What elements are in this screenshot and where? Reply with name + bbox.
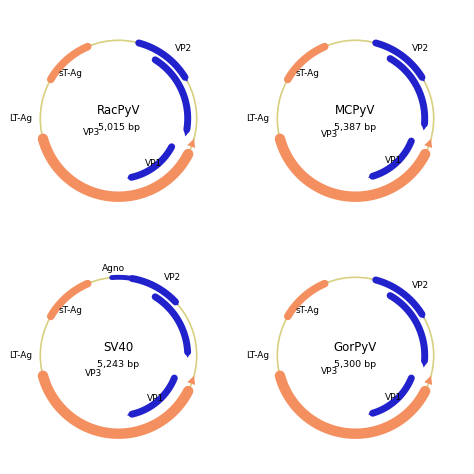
Text: VP1: VP1 (145, 158, 162, 167)
Text: VP3: VP3 (83, 128, 100, 137)
Text: sT-Ag: sT-Ag (296, 306, 320, 315)
Text: sT-Ag: sT-Ag (296, 69, 320, 78)
Text: VP3: VP3 (84, 369, 102, 378)
Text: VP2: VP2 (164, 273, 181, 282)
Text: LT-Ag: LT-Ag (9, 114, 32, 123)
Text: LT-Ag: LT-Ag (9, 351, 32, 360)
Text: VP3: VP3 (321, 130, 338, 139)
Text: 5,387 bp: 5,387 bp (335, 123, 376, 131)
Text: VP3: VP3 (321, 367, 338, 376)
Text: sT-Ag: sT-Ag (59, 306, 83, 315)
Text: VP1: VP1 (385, 156, 402, 165)
Text: LT-Ag: LT-Ag (246, 114, 269, 123)
Text: GorPyV: GorPyV (334, 341, 377, 355)
Text: VP1: VP1 (147, 394, 164, 403)
Text: 5,243 bp: 5,243 bp (98, 360, 139, 368)
Text: VP2: VP2 (411, 281, 428, 290)
Text: sT-Ag: sT-Ag (59, 69, 83, 78)
Text: VP1: VP1 (385, 393, 402, 402)
Text: 5,015 bp: 5,015 bp (98, 123, 139, 131)
Text: LT-Ag: LT-Ag (246, 351, 269, 360)
Text: VP2: VP2 (411, 44, 428, 53)
Text: 5,300 bp: 5,300 bp (335, 360, 376, 368)
Text: MCPyV: MCPyV (335, 104, 376, 118)
Text: Agno: Agno (101, 264, 125, 273)
Text: VP2: VP2 (174, 44, 191, 53)
Text: SV40: SV40 (103, 341, 134, 355)
Text: RacPyV: RacPyV (97, 104, 140, 118)
